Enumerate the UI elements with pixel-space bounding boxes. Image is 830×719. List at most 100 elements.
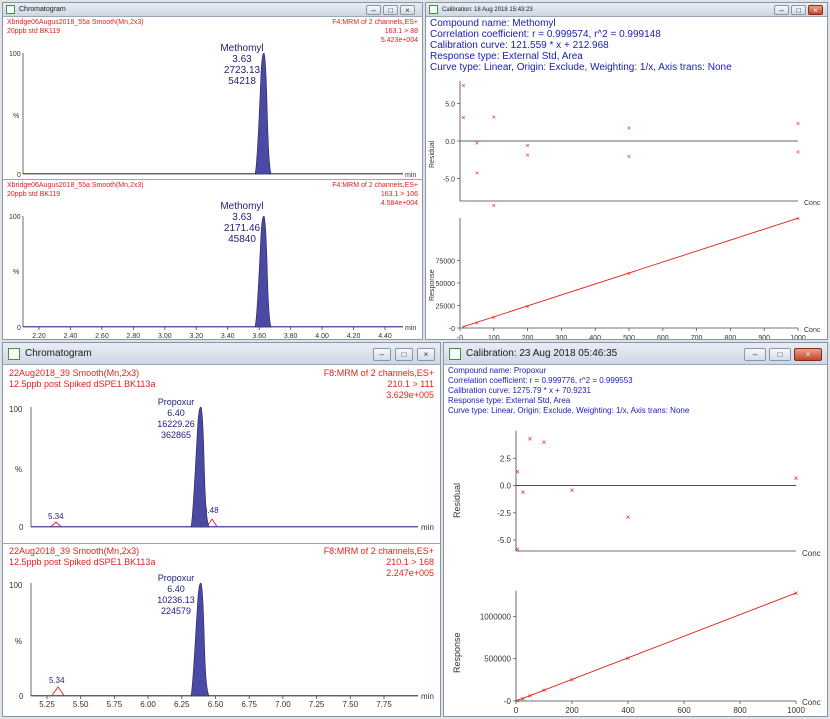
chromatogram-icon <box>8 348 20 360</box>
peak-annotation: Propoxur 6.40 10236.13 224579 <box>146 573 206 617</box>
conc-tick-label: 400 <box>589 335 601 339</box>
x-tick-label: 7.75 <box>376 700 392 709</box>
residual-point: × <box>521 488 526 497</box>
small-peak-534 <box>50 521 62 527</box>
maximize-button[interactable]: □ <box>791 5 806 15</box>
small-peak-534 <box>51 686 65 696</box>
residual-point: × <box>542 438 547 447</box>
conc-label-residual: Conc <box>804 200 821 207</box>
x-tick-label: 3.00 <box>158 333 172 339</box>
response-tick-label: 500000 <box>484 655 511 664</box>
residual-tick-label: -2.5 <box>497 509 511 518</box>
chromatogram-trace-2: 100 % 0 5.34 5.25 5.50 5.75 6.00 6.25 6.50 6.7… <box>9 581 434 709</box>
window-titlebar[interactable]: Chromatogram – □ × <box>3 343 440 365</box>
maximize-button[interactable]: □ <box>383 5 398 15</box>
residual-point: × <box>475 171 479 178</box>
y-label-100: 100 <box>9 214 21 221</box>
x-tick-label: 7.00 <box>275 700 291 709</box>
peak-area: 2723.13 <box>223 65 261 76</box>
minimize-button[interactable]: – <box>744 348 766 361</box>
compound-name: Compound name: Propoxur <box>448 366 547 375</box>
y-label-0: 0 <box>17 172 21 179</box>
close-button[interactable]: × <box>808 5 823 15</box>
peak-methomyl <box>254 215 272 328</box>
residual-tick-label: 2.5 <box>500 454 512 463</box>
x-tick-label: 2.40 <box>64 333 78 339</box>
response-point: × <box>526 304 530 311</box>
conc-tick-label: -0 <box>457 335 463 339</box>
small-peak-label: 5.34 <box>49 676 65 685</box>
residual-point: × <box>461 83 465 90</box>
conc-tick-label: 1000 <box>787 706 805 715</box>
calibration-window-propoxur: Calibration: 23 Aug 2018 05:46:35 – □ × … <box>443 342 828 717</box>
x-axis-ticks: 2.20 2.40 2.60 2.80 3.00 3.20 3.40 3.60 3.80 4.00… <box>32 327 392 339</box>
panel-divider <box>3 179 422 180</box>
calibration-info: Compound name: Propoxur Correlation coef… <box>448 366 689 416</box>
trace-header-right: F8:MRM of 2 channels,ES+ 210.1 > 111 3.6… <box>323 368 434 400</box>
peak-height: 54218 <box>228 76 256 87</box>
x-tick-label: 5.75 <box>107 700 123 709</box>
close-button[interactable]: × <box>794 348 822 361</box>
window-titlebar[interactable]: Calibration: 18 Aug 2018 15:43:23 – □ × <box>426 3 827 17</box>
conc-tick-label: 700 <box>691 335 703 339</box>
peak-height: 224579 <box>160 606 192 616</box>
calibration-icon <box>449 348 461 360</box>
x-tick-label: 4.00 <box>315 333 329 339</box>
calibration-plots: Residual Response Conc Conc 2.5 0.0 -2.5 -5… <box>452 431 821 715</box>
x-tick-label: 4.40 <box>378 333 392 339</box>
window-titlebar[interactable]: Calibration: 23 Aug 2018 05:46:35 – □ × <box>444 343 827 365</box>
chromatogram-trace-1: 100 % 0 5.34 6.48 min <box>9 405 434 532</box>
x-tick-label: 3.80 <box>284 333 298 339</box>
peak-name: Propoxur <box>157 573 195 583</box>
response-type: Response type: External Std, Area <box>448 396 571 405</box>
y-label-percent: % <box>15 465 22 474</box>
chromatogram-window-propoxur: Chromatogram – □ × 22Aug2018_39 Smooth(M… <box>2 342 441 717</box>
response-point: × <box>570 675 575 684</box>
trace-header-left: Xbridge06Augus2018_55a Smooth(Mn,2x3) 20… <box>7 19 144 35</box>
peak-name: Propoxur <box>157 397 195 407</box>
response-point: × <box>515 696 520 705</box>
residual-point: × <box>796 150 800 157</box>
residual-point: × <box>526 153 530 160</box>
window-titlebar[interactable]: Chromatogram – □ × <box>3 3 422 17</box>
residual-point: × <box>528 435 533 444</box>
peak-area: 10236.13 <box>157 595 195 605</box>
peak-name: Methomyl <box>220 43 264 54</box>
peak-propoxur <box>190 582 210 697</box>
residual-axis-label: Residual <box>452 483 462 518</box>
response-point: × <box>492 315 496 322</box>
minimize-button[interactable]: – <box>366 5 381 15</box>
minimize-button[interactable]: – <box>774 5 789 15</box>
peak-methomyl <box>254 52 272 175</box>
x-tick-label: 3.20 <box>189 333 203 339</box>
correlation-coefficient: Correlation coefficient: r = 0.999574, r… <box>430 29 661 40</box>
close-button[interactable]: × <box>417 348 435 361</box>
minimize-button[interactable]: – <box>373 348 391 361</box>
residual-point: × <box>626 513 631 522</box>
response-type: Response type: External Std, Area <box>430 51 583 62</box>
response-tick-label: 25000 <box>436 303 456 310</box>
peak-height: 45840 <box>228 234 256 245</box>
calibration-fit-line <box>517 592 797 701</box>
x-tick-label: 3.40 <box>221 333 235 339</box>
trace-header-right: F4:MRM of 2 channels,ES+ 163.1 > 106 4.5… <box>332 182 418 207</box>
y-label-0: 0 <box>17 325 21 332</box>
residual-point: × <box>475 141 479 148</box>
conc-label-residual: Conc <box>802 549 821 558</box>
y-label-percent: % <box>15 637 22 646</box>
trace-header-left: Xbridge06Augus2018_55a Smooth(Mn,2x3) 20… <box>7 182 144 198</box>
compound-name: Compound name: Methomyl <box>430 18 556 29</box>
chromatogram-icon <box>6 5 15 14</box>
close-button[interactable]: × <box>400 5 415 15</box>
residual-tick-label: -5.0 <box>497 536 511 545</box>
window-title: Calibration: 18 Aug 2018 15:43:23 <box>442 7 533 13</box>
x-tick-label: 6.00 <box>140 700 156 709</box>
x-tick-label: 2.80 <box>127 333 141 339</box>
conc-tick-label: 1000 <box>790 335 806 339</box>
maximize-button[interactable]: □ <box>395 348 413 361</box>
response-point: × <box>461 325 465 332</box>
maximize-button[interactable]: □ <box>769 348 791 361</box>
residual-point: × <box>796 121 800 128</box>
calibration-info: Compound name: Methomyl Correlation coef… <box>430 18 732 73</box>
x-tick-label: 7.50 <box>343 700 359 709</box>
